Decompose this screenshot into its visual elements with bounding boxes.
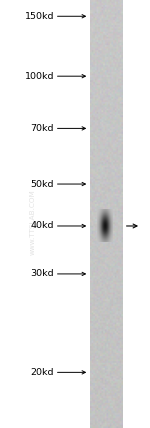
Text: www.TTSLAB.COM: www.TTSLAB.COM — [30, 190, 36, 256]
Text: 150kd: 150kd — [24, 12, 54, 21]
Text: 30kd: 30kd — [30, 269, 54, 279]
Text: 20kd: 20kd — [30, 368, 54, 377]
Text: 70kd: 70kd — [30, 124, 54, 133]
Text: 40kd: 40kd — [30, 221, 54, 231]
Text: 100kd: 100kd — [24, 71, 54, 81]
Text: 50kd: 50kd — [30, 179, 54, 189]
